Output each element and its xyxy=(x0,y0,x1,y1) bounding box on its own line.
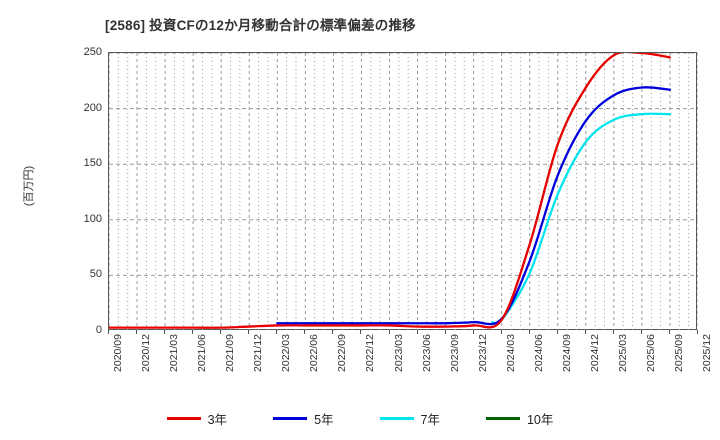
x-tick-mark xyxy=(669,330,670,334)
x-tick-label: 2023/09 xyxy=(448,334,461,372)
x-tick-label: 2024/12 xyxy=(588,334,601,372)
y-tick-label: 50 xyxy=(89,268,102,281)
y-tick-label: 100 xyxy=(83,212,102,225)
x-tick-label: 2021/06 xyxy=(196,334,209,372)
legend-swatch-icon xyxy=(166,416,201,420)
x-tick-label: 2022/09 xyxy=(336,334,349,372)
x-tick-mark xyxy=(220,330,222,334)
chart-legend: 3年 5年 7年 10年 xyxy=(0,406,720,430)
y-axis-ticks: 0 50 100 150 200 250 xyxy=(30,46,102,336)
x-tick-mark xyxy=(500,330,502,334)
x-tick-mark xyxy=(697,330,698,334)
x-tick-mark xyxy=(640,330,642,334)
x-tick-label: 2025/06 xyxy=(644,334,657,372)
series-line-5年 xyxy=(276,86,672,326)
x-tick-mark xyxy=(472,330,474,334)
x-tick-mark xyxy=(136,330,137,334)
x-tick-label: 2023/06 xyxy=(420,334,433,372)
y-tick-label: 150 xyxy=(83,157,102,170)
x-tick-label: 2023/12 xyxy=(476,334,489,372)
x-tick-label: 2021/03 xyxy=(168,334,181,372)
x-tick-mark xyxy=(332,330,334,334)
x-tick-label: 2022/03 xyxy=(280,334,293,372)
x-tick-mark xyxy=(304,330,306,334)
x-tick-label: 2022/06 xyxy=(308,334,321,372)
legend-item-5年[interactable]: 5年 xyxy=(273,409,334,428)
x-tick-mark xyxy=(108,330,109,334)
x-tick-mark xyxy=(276,330,278,334)
x-tick-mark xyxy=(388,330,390,334)
series-line-3年 xyxy=(109,53,672,329)
x-axis-ticks: 2020/09 2020/12 2021/03 2021/06 2021/09 2021/… xyxy=(108,330,713,434)
x-tick-mark xyxy=(164,330,166,334)
x-tick-label: 2023/03 xyxy=(392,334,405,372)
x-tick-label: 2025/03 xyxy=(616,334,629,372)
y-tick-label: 0 xyxy=(95,324,102,336)
x-tick-mark xyxy=(416,330,418,334)
x-tick-label: 2020/12 xyxy=(140,334,152,372)
chart-title: [2586] 投資CFの12か月移動合計の標準偏差の推移 xyxy=(105,18,416,33)
legend-label: 5年 xyxy=(314,412,334,427)
x-tick-label: 2024/06 xyxy=(532,334,545,372)
x-tick-mark xyxy=(444,330,446,334)
y-tick-label: 200 xyxy=(83,101,102,114)
x-tick-label: 2020/09 xyxy=(112,334,124,372)
x-tick-label: 2025/09 xyxy=(673,334,685,372)
y-tick-label: 250 xyxy=(83,46,102,58)
x-tick-mark xyxy=(584,330,586,334)
legend-label: 7年 xyxy=(420,412,440,427)
x-tick-label: 2021/09 xyxy=(224,334,237,372)
x-tick-mark xyxy=(612,330,614,334)
legend-item-7年[interactable]: 7年 xyxy=(379,409,440,428)
x-tick-mark xyxy=(192,330,194,334)
x-tick-mark xyxy=(556,330,558,334)
legend-swatch-icon xyxy=(379,416,414,420)
legend-label: 10年 xyxy=(526,412,554,427)
x-tick-label: 2024/09 xyxy=(560,334,573,372)
legend-label: 3年 xyxy=(207,412,228,427)
x-tick-label: 2025/12 xyxy=(701,334,713,372)
x-tick-label: 2022/12 xyxy=(364,334,377,372)
x-tick-mark xyxy=(528,330,530,334)
series-line-7年 xyxy=(491,112,672,326)
x-tick-mark xyxy=(360,330,362,334)
x-tick-label: 2021/12 xyxy=(252,334,265,372)
plot-area xyxy=(108,52,698,331)
x-tick-mark xyxy=(248,330,250,334)
x-tick-label: 2024/03 xyxy=(504,334,517,372)
plot-svg xyxy=(109,53,698,331)
legend-swatch-icon xyxy=(485,416,520,420)
legend-item-3年[interactable]: 3年 xyxy=(166,409,228,428)
legend-item-10年[interactable]: 10年 xyxy=(485,409,554,428)
legend-swatch-icon xyxy=(273,416,308,420)
